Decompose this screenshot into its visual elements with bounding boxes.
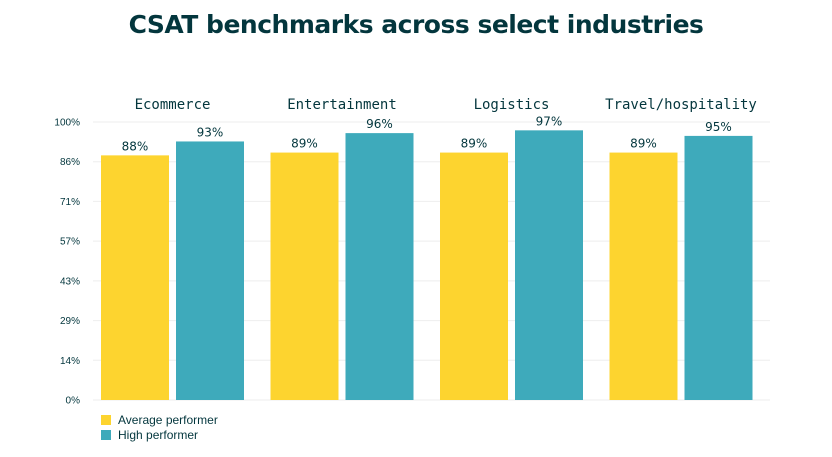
bar-ecommerce-high-performer [176, 141, 244, 400]
bar-entertainment-average-performer [270, 152, 339, 400]
legend-label-high-performer: High performer [118, 427, 199, 442]
category-label-logistics: Logistics [474, 97, 550, 113]
legend-swatch-average-performer [101, 414, 111, 425]
legend-item-high-performer: High performer [101, 427, 218, 442]
value-label-logistics-average-performer: 89% [461, 137, 488, 151]
legend-label-average-performer: Average performer [118, 412, 218, 427]
bar-entertainment-high-performer [345, 133, 414, 400]
bar-ecommerce-average-performer [101, 155, 169, 400]
category-label-travel-hospitality: Travel/hospitality [605, 97, 757, 113]
value-label-travel-hospitality-average-performer: 89% [630, 137, 657, 151]
category-label-entertainment: Entertainment [287, 97, 397, 113]
y-tick-label: 14% [60, 356, 80, 367]
value-label-travel-hospitality-high-performer: 95% [705, 120, 732, 134]
bar-travel-hospitality-average-performer [609, 152, 678, 400]
category-label-ecommerce: Ecommerce [135, 97, 211, 113]
legend-item-average-performer: Average performer [101, 412, 218, 427]
y-tick-label: 86% [60, 157, 80, 168]
category-labels: Ecommerce Entertainment Logistics Travel/ho… [135, 97, 757, 113]
bars [101, 130, 753, 400]
y-tick-label: 29% [60, 316, 80, 327]
y-tick-label: 100% [54, 118, 80, 129]
y-tick-label: 0% [66, 396, 81, 407]
y-tick-label: 71% [60, 197, 80, 208]
chart-title: CSAT benchmarks across select industries [128, 10, 704, 39]
value-label-ecommerce-high-performer: 93% [197, 125, 224, 139]
bar-logistics-average-performer [440, 152, 508, 400]
legend: Average performer High performer [101, 412, 218, 442]
bar-logistics-high-performer [515, 130, 583, 400]
value-label-logistics-high-performer: 97% [536, 114, 563, 128]
value-label-ecommerce-average-performer: 88% [122, 139, 149, 153]
legend-swatch-high-performer [101, 429, 111, 440]
value-label-entertainment-high-performer: 96% [366, 117, 393, 131]
y-axis-ticks: 0% 14% 29% 43% 57% 71% 86% 100% [54, 118, 80, 407]
y-tick-label: 57% [60, 237, 80, 248]
value-labels: 88% 93% 89% 96% 89% 97% 89% 95% [122, 114, 732, 153]
y-tick-label: 43% [60, 276, 80, 287]
bar-travel-hospitality-high-performer [684, 135, 753, 400]
value-label-entertainment-average-performer: 89% [291, 137, 318, 151]
